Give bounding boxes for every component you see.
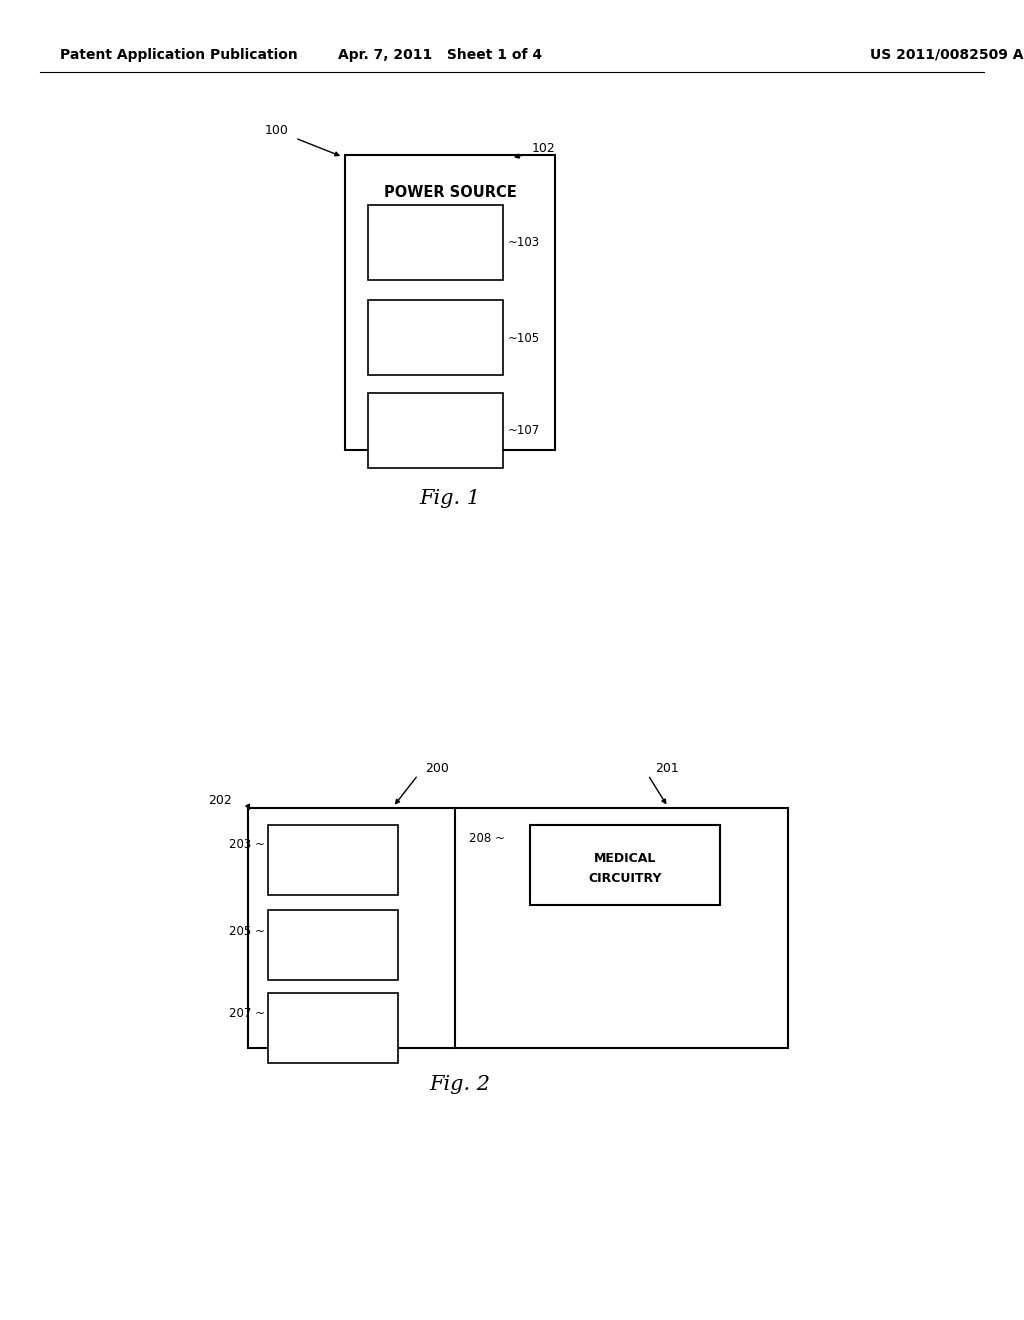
- Text: 202: 202: [208, 793, 232, 807]
- Text: Fig. 1: Fig. 1: [420, 488, 480, 507]
- Bar: [368, 205, 503, 280]
- Text: 100: 100: [265, 124, 289, 136]
- Text: 207 ~: 207 ~: [229, 1007, 265, 1020]
- Bar: [530, 825, 720, 906]
- Text: 200: 200: [425, 762, 449, 775]
- Text: 205 ~: 205 ~: [229, 925, 265, 939]
- Text: POWER SOURCE: POWER SOURCE: [384, 185, 516, 201]
- Bar: [268, 825, 398, 895]
- Text: 208 ~: 208 ~: [469, 832, 505, 845]
- Text: 102: 102: [532, 141, 556, 154]
- Bar: [345, 154, 555, 450]
- Bar: [268, 993, 398, 1063]
- Text: ~107: ~107: [508, 425, 541, 437]
- Bar: [368, 393, 503, 469]
- Text: ~105: ~105: [508, 331, 540, 345]
- Bar: [268, 909, 398, 979]
- Text: Apr. 7, 2011   Sheet 1 of 4: Apr. 7, 2011 Sheet 1 of 4: [338, 48, 542, 62]
- Bar: [368, 300, 503, 375]
- Text: 203 ~: 203 ~: [229, 838, 265, 851]
- Text: ~103: ~103: [508, 236, 540, 249]
- Text: Fig. 2: Fig. 2: [429, 1076, 490, 1094]
- Text: CIRCUITRY: CIRCUITRY: [588, 871, 662, 884]
- Text: 201: 201: [655, 762, 679, 775]
- Bar: [248, 808, 788, 1048]
- Text: MEDICAL: MEDICAL: [594, 851, 656, 865]
- Text: US 2011/0082509 A1: US 2011/0082509 A1: [870, 48, 1024, 62]
- Text: Patent Application Publication: Patent Application Publication: [60, 48, 298, 62]
